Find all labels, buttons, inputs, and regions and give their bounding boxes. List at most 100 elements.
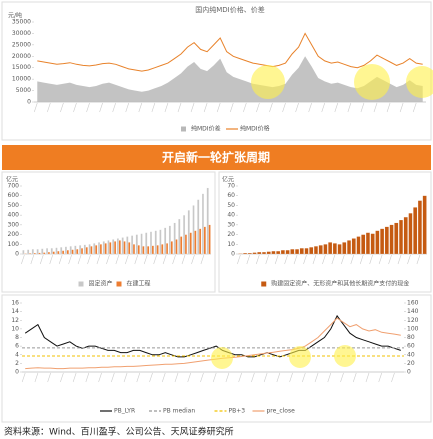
y-tick-label: 4	[15, 351, 19, 358]
x-tick	[21, 372, 26, 383]
x-tick	[369, 254, 373, 265]
bar	[52, 251, 55, 255]
panel	[1, 171, 216, 293]
bar	[137, 245, 140, 255]
y-tick-label: 10	[227, 241, 235, 248]
y-tick-label: 300	[8, 221, 20, 228]
x-tick	[47, 372, 51, 383]
bar	[266, 251, 271, 255]
x-tick	[265, 254, 269, 265]
x-tick	[412, 102, 417, 113]
y-axis-label: 亿元	[6, 176, 18, 184]
bar	[151, 245, 154, 255]
x-tick	[149, 372, 153, 383]
x-tick	[151, 102, 156, 113]
x-tick	[302, 372, 306, 383]
x-tick	[190, 102, 195, 113]
x-tick	[308, 102, 312, 113]
highlight	[406, 66, 433, 98]
y-tick-label: 60	[227, 192, 235, 199]
bar	[183, 215, 186, 255]
x-tick	[416, 254, 421, 265]
bar	[170, 241, 173, 255]
x-tick	[276, 372, 281, 383]
y2-tick-label: 0	[407, 369, 411, 376]
bar	[38, 252, 41, 255]
bar	[173, 222, 176, 255]
bar	[337, 244, 342, 255]
bar	[208, 224, 211, 255]
x-tick	[99, 102, 103, 113]
legend-label: pre_close	[267, 408, 296, 415]
bar	[309, 247, 314, 255]
bar	[95, 245, 98, 255]
x-tick	[256, 102, 260, 113]
bar	[403, 216, 408, 255]
bar	[74, 245, 77, 255]
x-tick	[30, 254, 35, 265]
x-tick	[255, 254, 260, 265]
panel	[1, 294, 432, 423]
x-tick	[295, 102, 299, 113]
bar	[276, 250, 281, 255]
bar	[184, 234, 188, 255]
x-tick	[162, 254, 167, 265]
y-tick-label: 10	[11, 325, 19, 332]
legend-swatch	[116, 281, 122, 287]
bar	[154, 230, 157, 255]
bar	[45, 248, 49, 255]
bar	[199, 228, 202, 255]
bar	[83, 244, 86, 255]
y-axis-label: 元/吨	[8, 12, 22, 20]
bar	[85, 247, 88, 255]
x-tick	[229, 102, 234, 113]
y-tick-label: 400	[8, 212, 20, 219]
bar	[31, 249, 34, 255]
line	[37, 32, 423, 72]
y-tick-label: 5000	[16, 87, 31, 94]
x-tick	[399, 102, 404, 113]
x-tick	[341, 254, 345, 265]
x-tick	[397, 254, 402, 265]
bar	[121, 237, 124, 255]
bar	[271, 250, 276, 255]
bar	[62, 250, 65, 255]
y2-tick-label: 40	[407, 351, 415, 358]
bar	[389, 224, 394, 255]
legend-swatch	[261, 281, 267, 287]
x-tick	[33, 102, 38, 113]
x-tick	[225, 372, 230, 383]
bar	[28, 253, 32, 255]
bar	[142, 246, 145, 255]
bar	[164, 227, 167, 255]
legend-label: PB median	[163, 408, 195, 415]
x-tick	[373, 102, 378, 113]
chart-title: 国内纯MDI价格、价差	[195, 5, 265, 14]
highlight	[334, 345, 356, 367]
x-tick	[86, 102, 90, 113]
y-tick-label: 700	[8, 183, 20, 190]
bar	[132, 244, 136, 255]
y-tick-label: 600	[8, 192, 20, 199]
y-tick-label: 16	[11, 300, 19, 307]
bar	[394, 222, 399, 255]
x-tick	[174, 372, 179, 383]
y-tick-label: 30	[227, 221, 235, 228]
y-tick-label: 200	[8, 231, 20, 238]
bar	[175, 239, 178, 255]
x-tick	[115, 254, 120, 265]
x-tick	[21, 254, 25, 265]
bar	[197, 199, 200, 255]
highlight	[251, 65, 285, 99]
bar	[201, 193, 205, 255]
x-tick	[386, 102, 391, 113]
y-tick-label: 0	[15, 251, 19, 258]
x-tick	[39, 254, 44, 265]
bar	[168, 225, 171, 255]
x-tick	[68, 254, 72, 265]
y2-tick-label: 20	[407, 360, 415, 367]
x-tick	[378, 372, 383, 383]
highlight	[354, 64, 390, 100]
area	[37, 56, 423, 102]
bar	[351, 238, 356, 255]
